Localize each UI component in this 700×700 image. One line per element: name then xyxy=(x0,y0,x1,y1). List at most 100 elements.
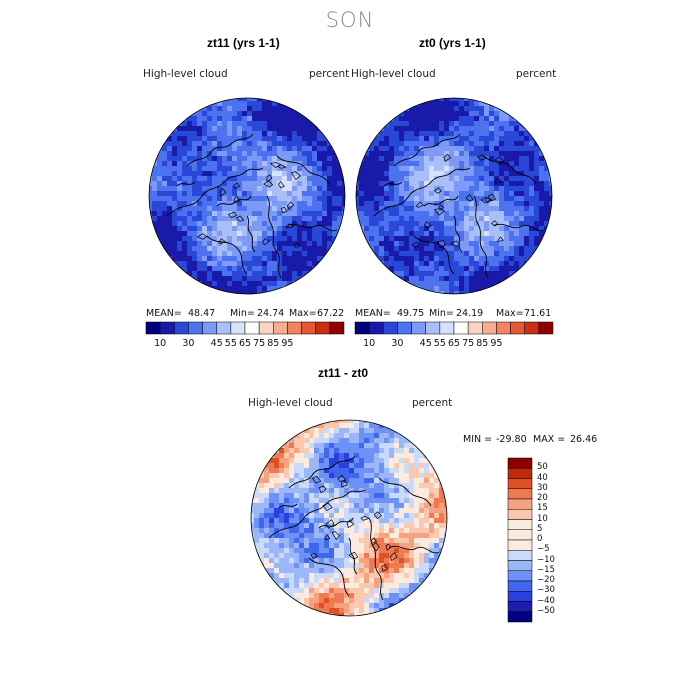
map-cell xyxy=(207,281,213,287)
map-cell xyxy=(307,131,313,137)
map-cell xyxy=(404,251,410,257)
map-cell xyxy=(294,448,300,454)
map-cell xyxy=(202,141,208,147)
map-cell xyxy=(439,181,445,187)
map-cell xyxy=(212,241,218,247)
map-cell xyxy=(419,473,425,479)
map-cell xyxy=(264,538,270,544)
map-cell xyxy=(389,151,395,157)
map-cell xyxy=(337,241,343,247)
map-cell xyxy=(359,166,365,172)
map-cell xyxy=(424,106,430,112)
map-cell xyxy=(259,548,265,554)
map-cell xyxy=(284,483,290,489)
map-cell xyxy=(187,151,193,157)
map-cell xyxy=(262,231,268,237)
map-cell xyxy=(344,483,350,489)
map-cell xyxy=(549,196,552,202)
map-cell xyxy=(484,181,490,187)
map-cell xyxy=(267,146,273,152)
map-cell xyxy=(344,573,350,579)
map-cell xyxy=(292,116,298,122)
map-cell xyxy=(509,261,515,267)
map-cell xyxy=(369,603,375,609)
map-cell xyxy=(257,171,263,177)
map-cell xyxy=(364,181,370,187)
map-cell xyxy=(304,538,310,544)
map-cell xyxy=(197,236,203,242)
map-cell xyxy=(459,111,465,117)
map-cell xyxy=(434,206,440,212)
map-cell xyxy=(324,513,330,519)
map-cell xyxy=(237,266,243,272)
map-cell xyxy=(334,553,340,559)
map-cell xyxy=(207,156,213,162)
colorbar-swatch xyxy=(411,321,426,335)
map-cell xyxy=(332,176,338,182)
map-cell xyxy=(489,186,495,192)
map-cell xyxy=(324,483,330,489)
map-cell xyxy=(257,211,263,217)
map-cell xyxy=(207,106,213,112)
map-cell xyxy=(287,121,293,127)
map-cell xyxy=(167,196,173,202)
map-cell xyxy=(424,518,430,524)
map-cell xyxy=(264,463,270,469)
map-cell xyxy=(257,276,263,282)
map-cell xyxy=(272,201,278,207)
map-cell xyxy=(152,211,158,217)
map-cell xyxy=(494,186,500,192)
diff-colorbar-tick-label: −20 xyxy=(537,575,555,585)
diff-colorbar-tick-label: 40 xyxy=(537,472,548,483)
map-cell xyxy=(289,463,295,469)
map-cell xyxy=(349,548,355,554)
map-cell xyxy=(354,593,360,599)
map-cell xyxy=(264,553,270,559)
map-cell xyxy=(167,146,173,152)
map-cell xyxy=(439,151,445,157)
map-cell xyxy=(404,603,410,609)
map-cell xyxy=(394,196,400,202)
map-cell xyxy=(494,191,500,197)
map-cell xyxy=(319,558,325,564)
map-cell xyxy=(514,216,520,222)
map-cell xyxy=(409,588,415,594)
map-cell xyxy=(334,453,340,459)
map-cell xyxy=(534,191,540,197)
map-cell xyxy=(404,483,410,489)
map-cell xyxy=(404,156,410,162)
map-cell xyxy=(459,141,465,147)
map-cell xyxy=(309,548,315,554)
map-cell xyxy=(359,206,365,212)
map-cell xyxy=(269,548,275,554)
map-cell xyxy=(414,226,420,232)
map-cell xyxy=(152,201,158,207)
map-cell xyxy=(379,533,385,539)
map-cell xyxy=(449,146,455,152)
diff-panel-title: zt11 - zt0 xyxy=(318,366,369,380)
map-cell xyxy=(504,116,510,122)
map-cell xyxy=(534,176,540,182)
map-cell xyxy=(449,196,455,202)
map-cell xyxy=(384,568,390,574)
map-cell xyxy=(299,568,305,574)
map-cell xyxy=(409,453,415,459)
map-cell xyxy=(434,111,440,117)
map-cell xyxy=(269,528,275,534)
map-cell xyxy=(494,126,500,132)
map-cell xyxy=(359,518,365,524)
map-cell xyxy=(504,186,510,192)
map-cell xyxy=(284,458,290,464)
map-cell xyxy=(404,563,410,569)
map-cell xyxy=(304,518,310,524)
map-cell xyxy=(424,101,430,107)
map-cell xyxy=(444,508,447,514)
map-cell xyxy=(454,126,460,132)
map-cell xyxy=(439,508,445,514)
map-cell xyxy=(294,438,300,444)
map-cell xyxy=(257,241,263,247)
map-cell xyxy=(237,196,243,202)
map-cell xyxy=(172,251,178,257)
map-cell xyxy=(279,498,285,504)
colorbar-swatch xyxy=(329,321,345,335)
